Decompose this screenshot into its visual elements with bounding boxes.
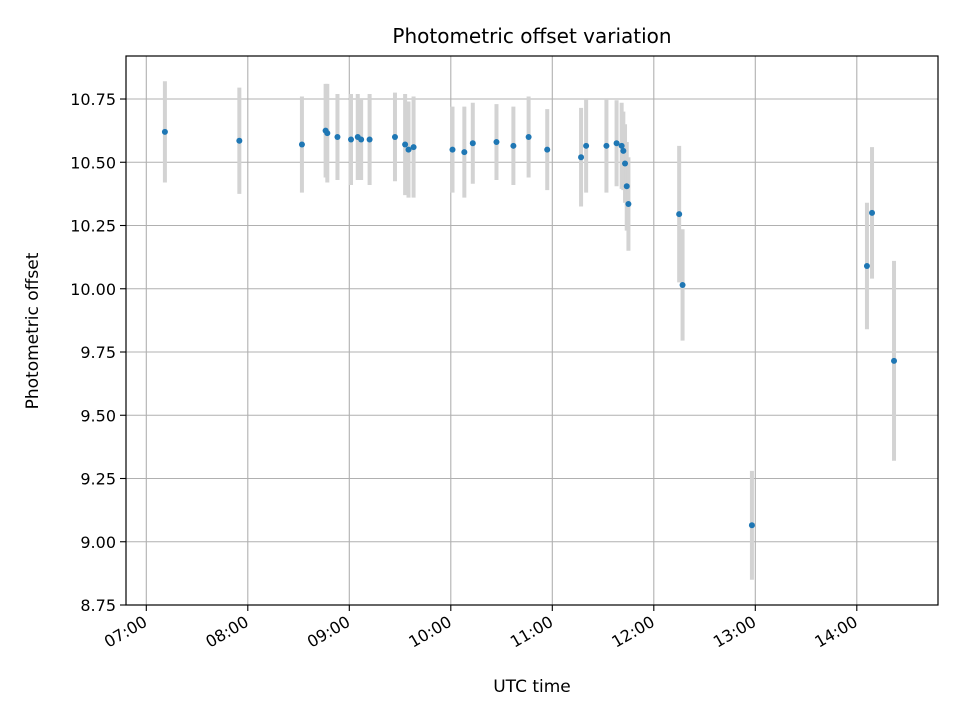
- y-tick-label: 9.00: [80, 533, 116, 552]
- y-tick-label: 8.75: [80, 596, 116, 615]
- y-tick-label: 10.00: [70, 280, 116, 299]
- data-point: [298, 141, 305, 148]
- data-point: [623, 183, 630, 190]
- data-point: [748, 522, 755, 529]
- data-point: [236, 137, 243, 144]
- y-tick-label: 10.75: [70, 90, 116, 109]
- y-axis-ticks: 8.75 9.00 9.25 9.50 9.75 10.00 10.25 10.50 10.75: [70, 90, 126, 615]
- data-point: [583, 142, 590, 149]
- y-tick-label: 9.50: [80, 406, 116, 425]
- data-point: [676, 211, 683, 218]
- data-point: [625, 201, 632, 208]
- plot-frame: [125, 55, 939, 606]
- data-point: [679, 281, 686, 288]
- y-axis-label: Photometric offset: [23, 252, 43, 409]
- data-point: [347, 136, 354, 143]
- data-point: [544, 146, 551, 153]
- data-point: [410, 144, 417, 151]
- data-point: [863, 262, 870, 269]
- data-point: [405, 146, 412, 153]
- y-tick-label: 10.50: [70, 153, 116, 172]
- data-point: [334, 133, 341, 140]
- data-point: [603, 142, 610, 149]
- data-point: [358, 136, 365, 143]
- data-point: [578, 154, 585, 161]
- data-point: [620, 147, 627, 154]
- y-tick-label: 10.25: [70, 217, 116, 236]
- data-point: [449, 146, 456, 153]
- data-point: [510, 142, 517, 149]
- data-point: [869, 209, 876, 216]
- y-tick-label: 9.25: [80, 470, 116, 489]
- y-tick-label: 9.75: [80, 343, 116, 362]
- data-point: [622, 160, 629, 167]
- data-point: [366, 136, 373, 143]
- data-point: [613, 140, 620, 147]
- x-axis-label: UTC time: [493, 677, 571, 697]
- data-point: [324, 130, 331, 137]
- data-point: [469, 140, 476, 147]
- data-point: [525, 133, 532, 140]
- data-point: [891, 357, 898, 364]
- data-point: [493, 139, 500, 146]
- data-point: [391, 133, 398, 140]
- data-point: [461, 149, 468, 156]
- grid: [126, 56, 938, 606]
- chart-title: Photometric offset variation: [392, 24, 671, 48]
- data-point: [161, 128, 168, 135]
- data-point: [402, 141, 409, 148]
- data-point: [618, 142, 625, 149]
- data-points: [161, 127, 898, 529]
